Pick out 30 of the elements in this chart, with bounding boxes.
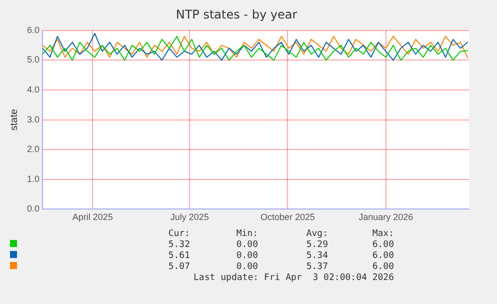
chart-title: NTP states - by year [176, 7, 298, 22]
y-tick-label: 6.0 [26, 24, 40, 35]
text: 6.00 [371, 261, 394, 272]
text: 0.00 [235, 250, 258, 261]
y-tick-label: 1.0 [26, 174, 40, 184]
text: Avg: [305, 228, 328, 239]
text: 6.00 [371, 239, 394, 250]
text: Cur: [167, 228, 190, 239]
text: 5.61 [167, 250, 190, 261]
text: 5.32 [167, 239, 190, 250]
x-tick-label: January 2026 [358, 212, 414, 222]
y-tick-label: 2.0 [26, 144, 40, 154]
text: 5.07 [167, 261, 190, 272]
y-axis-title: state [8, 108, 20, 131]
y-tick-label: 3.0 [26, 114, 40, 124]
text: 5.37 [305, 261, 328, 272]
x-tick-label: April 2025 [72, 212, 113, 222]
text: 6.00 [371, 250, 394, 261]
text: 5.29 [305, 239, 328, 250]
text: Min: [235, 228, 258, 239]
text: 5.34 [305, 250, 328, 261]
text: Max: [371, 228, 394, 239]
y-tick-label: 4.0 [26, 84, 40, 94]
x-tick-label: October 2025 [260, 212, 316, 222]
y-tick-label: 5.0 [26, 54, 40, 65]
y-tick-label: 0.0 [26, 204, 40, 214]
text: 0.00 [235, 239, 258, 250]
text: Last update: Fri Apr 3 02:00:04 2026 [192, 272, 394, 283]
text: 0.00 [235, 261, 258, 272]
x-tick-label: July 2025 [170, 212, 209, 222]
